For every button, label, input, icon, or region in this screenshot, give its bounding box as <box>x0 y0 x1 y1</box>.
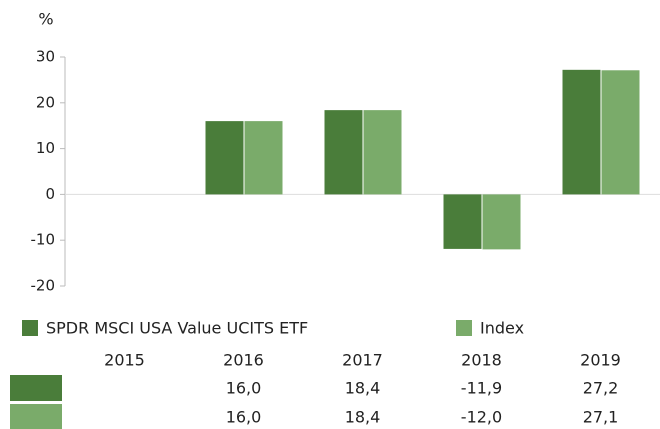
y-tick-label: -20 <box>31 277 56 295</box>
legend-swatch <box>22 320 38 336</box>
bar <box>324 110 363 195</box>
table-cell: 18,4 <box>345 379 381 398</box>
table-cell: 16,0 <box>226 379 262 398</box>
y-tick-label: 30 <box>36 48 55 66</box>
table-header: 2016 <box>223 351 264 370</box>
table-cell: -11,9 <box>461 379 502 398</box>
bar <box>205 121 244 195</box>
bar <box>482 194 521 250</box>
table-swatch <box>10 404 62 429</box>
bar <box>601 70 640 195</box>
table-swatch <box>10 375 62 401</box>
bar <box>363 110 402 195</box>
table-header: 2019 <box>580 351 621 370</box>
table-cell: -12,0 <box>461 408 502 427</box>
y-tick-label: -10 <box>31 231 56 249</box>
table-cell: 27,2 <box>583 379 619 398</box>
table-cell: 16,0 <box>226 408 262 427</box>
legend-label: Index <box>480 319 524 338</box>
bar <box>562 69 601 195</box>
y-tick-label: 20 <box>36 93 55 111</box>
bar <box>244 121 283 195</box>
bar <box>443 194 482 249</box>
table-header: 2017 <box>342 351 383 370</box>
y-axis-label: % <box>38 10 53 29</box>
table-header: 2018 <box>461 351 502 370</box>
table-header: 2015 <box>104 351 145 370</box>
table-cell: 27,1 <box>583 408 619 427</box>
y-tick-label: 10 <box>36 139 55 157</box>
legend-label: SPDR MSCI USA Value UCITS ETF <box>46 319 308 338</box>
table-cell: 18,4 <box>345 408 381 427</box>
legend-swatch <box>456 320 472 336</box>
y-tick-label: 0 <box>45 185 55 203</box>
